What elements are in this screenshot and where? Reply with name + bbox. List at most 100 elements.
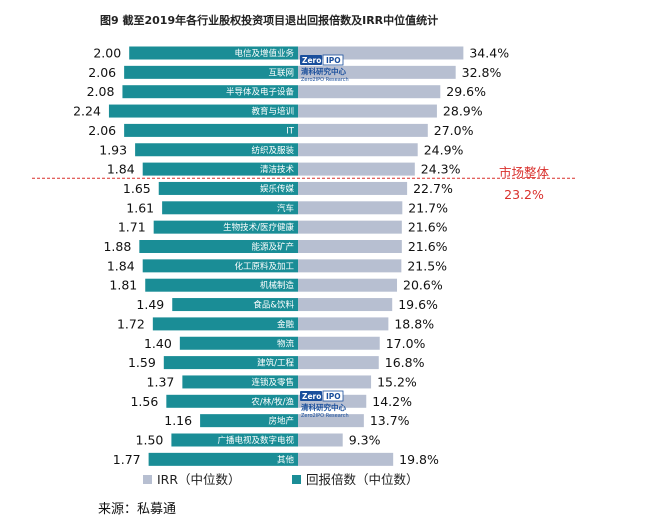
multiple-bar: [124, 123, 298, 137]
svg-text:清科研究中心: 清科研究中心: [301, 66, 346, 76]
chart-title: 图9 截至2019年各行业股权投资项目退出回报倍数及IRR中位值统计: [100, 13, 438, 27]
multiple-value-label: 2.08: [87, 84, 115, 99]
multiple-value-label: 1.37: [147, 374, 175, 389]
irr-value-label: 18.8%: [394, 316, 434, 331]
svg-text:Zero2IPO Research: Zero2IPO Research: [301, 77, 349, 83]
svg-text:IPO: IPO: [326, 56, 341, 65]
multiple-bar: [145, 278, 298, 292]
category-label: IT: [286, 126, 295, 136]
irr-bar: [298, 375, 372, 389]
multiple-value-label: 1.93: [99, 142, 127, 157]
multiple-value-label: 1.71: [118, 220, 146, 235]
multiple-value-label: 1.72: [117, 316, 145, 331]
market-overall-value: 23.2%: [504, 187, 544, 202]
multiple-bar: [162, 201, 298, 215]
irr-bar: [298, 201, 403, 215]
multiple-bar: [182, 375, 298, 389]
category-label: 食品&饮料: [253, 300, 294, 311]
multiple-value-label: 2.06: [88, 65, 116, 80]
multiple-bar: [148, 452, 298, 466]
category-label: 化工原料及加工: [234, 261, 294, 272]
category-label: 娱乐传媒: [260, 183, 295, 194]
irr-value-label: 19.6%: [398, 297, 438, 312]
category-label: 机械制造: [260, 280, 295, 291]
category-label: 教育与培训: [251, 106, 294, 117]
irr-value-label: 28.9%: [443, 104, 483, 119]
market-line-group: 市场整体 23.2%: [32, 165, 575, 202]
multiple-bar: [142, 259, 298, 273]
category-label: 其他: [277, 454, 295, 465]
category-label: 物流: [277, 338, 295, 349]
multiple-value-label: 1.88: [103, 239, 131, 254]
irr-value-label: 19.8%: [399, 452, 439, 467]
irr-value-label: 24.9%: [424, 142, 464, 157]
category-label: 建筑/工程: [257, 358, 294, 369]
irr-value-label: 21.6%: [408, 239, 448, 254]
multiple-value-label: 1.56: [130, 394, 158, 409]
legend: IRR（中位数） 回报倍数（中位数）: [143, 472, 419, 487]
multiple-value-label: 1.84: [107, 162, 135, 177]
multiple-bar: [153, 220, 298, 234]
category-label: 房地产: [268, 416, 294, 427]
svg-text:Zero2IPO Research: Zero2IPO Research: [301, 413, 349, 419]
irr-value-label: 21.6%: [408, 220, 448, 235]
multiple-bar: [163, 356, 298, 370]
multiple-value-label: 1.77: [113, 452, 141, 467]
irr-bar: [298, 414, 364, 428]
svg-text:清科研究中心: 清科研究中心: [301, 402, 346, 412]
irr-value-label: 20.6%: [403, 278, 443, 293]
irr-bar: [298, 356, 379, 370]
irr-value-label: 21.5%: [407, 258, 447, 273]
multiple-value-label: 1.16: [164, 413, 192, 428]
irr-value-label: 21.7%: [408, 200, 448, 215]
irr-value-label: 29.6%: [446, 84, 486, 99]
multiple-value-label: 1.61: [126, 200, 154, 215]
bars-layer: 电信及增值业务 2.00 34.4% 互联网 2.06 32.8% 半导体及电子设备 2.08…: [73, 46, 509, 467]
category-label: 连锁及零售: [251, 377, 294, 388]
svg-text:IPO: IPO: [326, 392, 341, 401]
category-label: 能源及矿产: [251, 242, 294, 253]
source-note: 来源：私募通: [98, 502, 176, 517]
multiple-bar: [124, 65, 298, 79]
irr-bar: [298, 298, 393, 312]
category-label: 电信及增值业务: [234, 48, 294, 59]
irr-value-label: 27.0%: [434, 123, 474, 138]
irr-value-label: 9.3%: [349, 433, 381, 448]
multiple-bar: [158, 181, 298, 195]
irr-bar: [298, 452, 394, 466]
multiple-bar: [179, 336, 298, 350]
irr-bar: [298, 278, 398, 292]
irr-bar: [298, 181, 408, 195]
category-label: 互联网: [268, 68, 294, 78]
multiple-value-label: 1.40: [144, 336, 172, 351]
irr-bar: [298, 65, 456, 79]
multiple-bar: [200, 414, 298, 428]
category-label: 纺织及服装: [251, 145, 294, 156]
category-label: 广播电视及数字电视: [217, 435, 294, 446]
multiple-value-label: 2.24: [73, 104, 101, 119]
irr-bar: [298, 123, 428, 137]
multiple-bar: [129, 46, 298, 60]
market-overall-label: 市场整体: [499, 165, 550, 180]
multiple-value-label: 1.65: [123, 181, 151, 196]
legend-swatch-multiple: [292, 475, 301, 484]
irr-bar: [298, 104, 437, 118]
category-label: 清洁技术: [260, 164, 295, 175]
category-label: 金融: [277, 319, 295, 330]
irr-value-label: 24.3%: [421, 162, 461, 177]
multiple-bar: [122, 85, 298, 99]
irr-bar: [298, 143, 418, 157]
legend-label-multiple: 回报倍数（中位数）: [306, 472, 419, 487]
irr-value-label: 22.7%: [413, 181, 453, 196]
category-label: 汽车: [277, 203, 294, 214]
multiple-value-label: 1.81: [109, 278, 137, 293]
svg-text:Zero: Zero: [302, 392, 321, 401]
irr-value-label: 15.2%: [377, 374, 417, 389]
irr-bar: [298, 240, 402, 253]
multiple-bar: [139, 240, 298, 253]
irr-value-label: 34.4%: [469, 46, 509, 61]
irr-bar: [298, 317, 389, 331]
